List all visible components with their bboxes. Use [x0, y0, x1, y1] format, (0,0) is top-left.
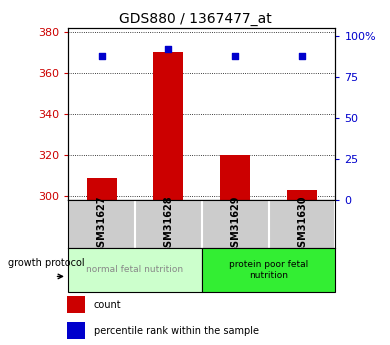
Text: GSM31628: GSM31628	[163, 195, 174, 254]
Text: growth protocol: growth protocol	[8, 258, 84, 268]
Bar	[153, 52, 183, 200]
Text: GSM31630: GSM31630	[297, 195, 307, 254]
Point	[299, 53, 305, 58]
Text: GSM31629: GSM31629	[230, 195, 240, 254]
Point	[232, 53, 238, 58]
Bar	[87, 178, 117, 200]
Bar	[220, 155, 250, 200]
Bar	[67, 322, 85, 339]
Text: percentile rank within the sample: percentile rank within the sample	[94, 326, 259, 335]
Text: protein poor fetal
nutrition: protein poor fetal nutrition	[229, 260, 308, 280]
Text: GSM31627: GSM31627	[97, 195, 106, 254]
Point	[165, 46, 172, 52]
Bar	[202, 248, 335, 292]
Bar	[67, 296, 85, 313]
Text: GDS880 / 1367477_at: GDS880 / 1367477_at	[119, 12, 271, 26]
Bar	[68, 248, 202, 292]
Bar	[287, 190, 317, 200]
Text: count: count	[94, 300, 121, 309]
Point	[99, 53, 105, 58]
Text: normal fetal nutrition: normal fetal nutrition	[87, 265, 184, 275]
